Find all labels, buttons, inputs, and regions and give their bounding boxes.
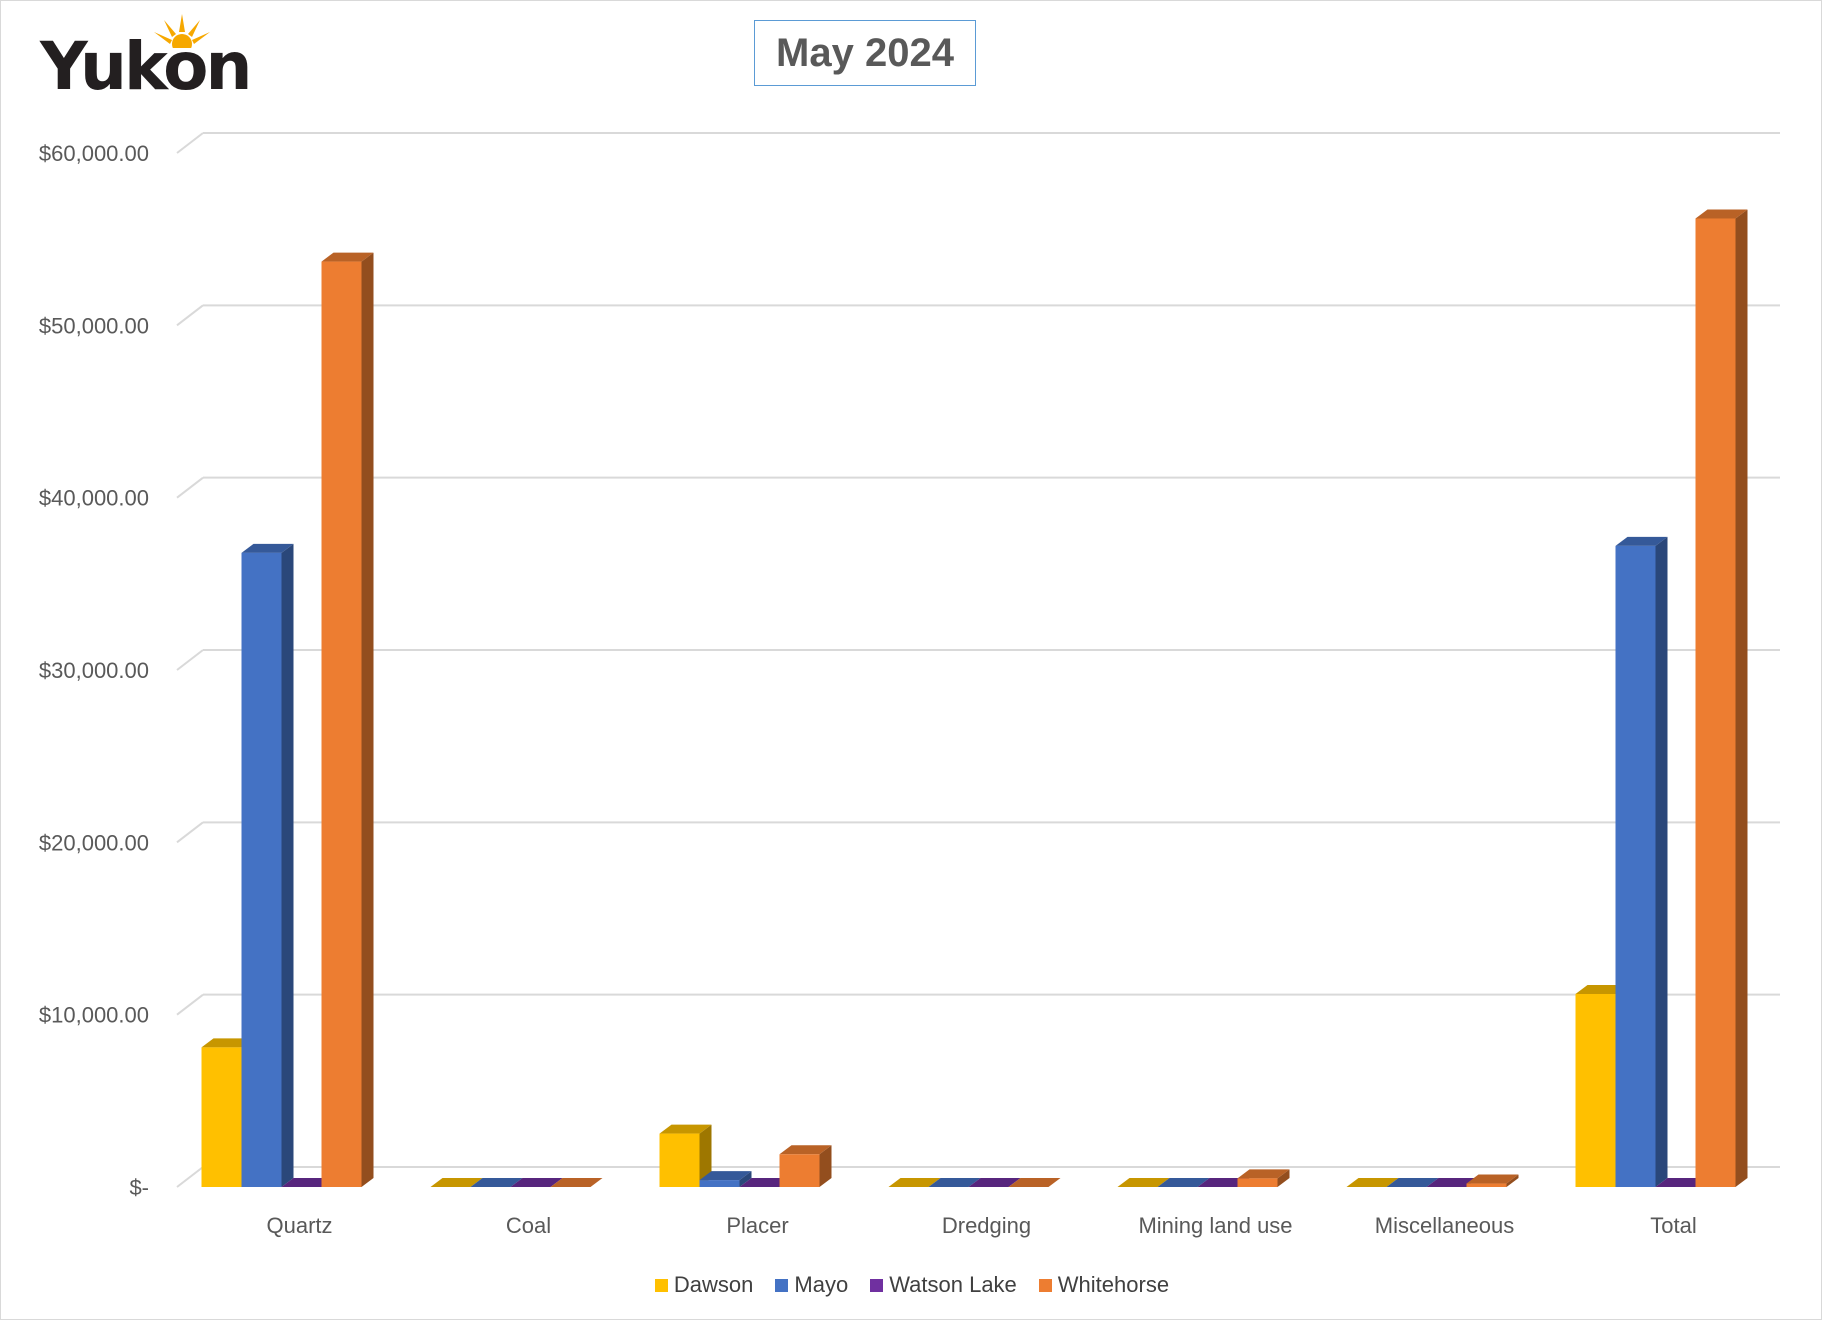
gridline-side <box>176 304 204 327</box>
x-tick-label: Total <box>1650 1213 1696 1238</box>
y-tick-label: $50,000.00 <box>39 313 149 338</box>
bar-watson-lake-total <box>1655 1178 1708 1187</box>
legend-label: Dawson <box>673 1272 754 1297</box>
bar-dawson-coal <box>430 1178 483 1187</box>
bar-mayo-miscellaneous <box>1386 1178 1439 1187</box>
bar-whitehorse-coal <box>550 1178 603 1187</box>
legend-label: Mayo <box>794 1272 849 1297</box>
bar-watson-lake-dredging <box>968 1178 1021 1187</box>
legend-label: Watson Lake <box>889 1272 1017 1297</box>
yukon-logo: Yukon <box>40 14 270 104</box>
y-tick-label: $60,000.00 <box>39 141 149 166</box>
legend-item: Dawson <box>654 1272 754 1298</box>
bar-mayo-mining-land-use <box>1157 1178 1210 1187</box>
bar-watson-lake-quartz <box>281 1178 334 1187</box>
gridline-side <box>176 649 204 671</box>
bar-whitehorse-mining-land-use <box>1237 1169 1290 1187</box>
gridline-side <box>176 821 204 844</box>
legend-item: Watson Lake <box>870 1272 1017 1298</box>
legend-item: Mayo <box>775 1272 848 1298</box>
bar-watson-lake-coal <box>510 1178 563 1187</box>
bar-watson-lake-mining-land-use <box>1197 1178 1250 1187</box>
chart-legend: Dawson Mayo Watson Lake Whitehorse <box>0 1272 1824 1298</box>
bar-whitehorse-total <box>1695 209 1748 1187</box>
bar-dawson-miscellaneous <box>1346 1178 1399 1187</box>
bar-whitehorse-miscellaneous <box>1466 1174 1519 1187</box>
bar-mayo-total <box>1615 536 1668 1187</box>
gridline-side <box>176 476 204 499</box>
x-tick-label: Coal <box>506 1213 551 1238</box>
gridline-side <box>176 1166 204 1188</box>
legend-item: Whitehorse <box>1038 1272 1170 1298</box>
bar-whitehorse-placer <box>779 1145 832 1187</box>
bar-watson-lake-placer <box>739 1178 792 1187</box>
y-tick-label: $10,000.00 <box>39 1003 149 1028</box>
chart-title: May 2024 <box>754 20 976 86</box>
legend-label: Whitehorse <box>1057 1272 1170 1297</box>
bar-mayo-placer <box>699 1171 752 1187</box>
bar-dawson-placer <box>659 1124 712 1187</box>
y-tick-label: $30,000.00 <box>39 658 149 683</box>
x-tick-label: Dredging <box>942 1213 1031 1238</box>
y-tick-label: $- <box>129 1175 149 1200</box>
y-tick-label: $20,000.00 <box>39 830 149 855</box>
legend-swatch <box>654 1278 668 1292</box>
x-tick-label: Placer <box>726 1213 788 1238</box>
bar-mayo-quartz <box>241 543 294 1187</box>
sun-icon <box>154 14 210 48</box>
gridline-side <box>176 993 204 1016</box>
legend-swatch <box>870 1278 884 1292</box>
x-tick-label: Miscellaneous <box>1375 1213 1514 1238</box>
bar-dawson-mining-land-use <box>1117 1178 1170 1187</box>
bar-whitehorse-dredging <box>1008 1178 1061 1187</box>
y-tick-label: $40,000.00 <box>39 486 149 511</box>
bar-mayo-coal <box>470 1178 523 1187</box>
legend-swatch <box>775 1278 789 1292</box>
gridline-side <box>176 132 204 154</box>
bar-dawson-dredging <box>888 1178 941 1187</box>
bar-watson-lake-miscellaneous <box>1426 1178 1479 1187</box>
x-tick-label: Quartz <box>266 1213 332 1238</box>
x-tick-label: Mining land use <box>1138 1213 1292 1238</box>
logo-text: Yukon <box>40 28 252 105</box>
bar-mayo-dredging <box>928 1178 981 1187</box>
bar-whitehorse-quartz <box>321 252 374 1187</box>
legend-swatch <box>1038 1278 1052 1292</box>
